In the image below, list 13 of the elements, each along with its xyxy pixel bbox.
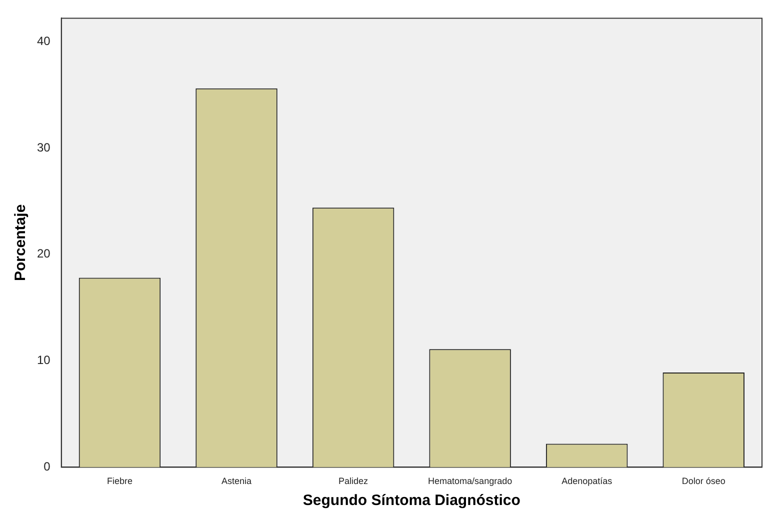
x-tick-label: Dolor óseo xyxy=(682,476,726,486)
x-tick-label: Astenia xyxy=(221,476,252,486)
y-tick-label: 10 xyxy=(36,353,51,368)
y-axis-title: Porcentaje xyxy=(12,204,30,282)
x-tick-label: Palidez xyxy=(338,476,369,486)
y-tick-label: 0 xyxy=(44,460,51,474)
x-axis-title: Segundo Síntoma Diagnóstico xyxy=(302,492,520,510)
y-tick-label: 40 xyxy=(36,34,51,48)
x-tick-label: Fiebre xyxy=(106,476,132,486)
y-tick-label: 20 xyxy=(36,246,51,261)
x-tick-label: Adenopatías xyxy=(562,476,613,486)
y-tick-label: 30 xyxy=(36,140,51,154)
x-tick-label: Hematoma/sangrado xyxy=(428,476,512,486)
